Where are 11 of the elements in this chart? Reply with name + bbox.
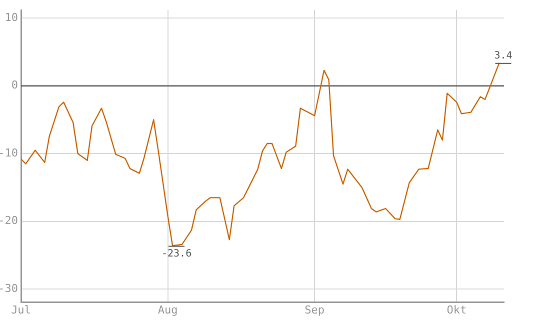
y-tick-label: -10 <box>0 146 18 160</box>
y-tick-label: -30 <box>0 282 18 295</box>
x-tick-label: Jul <box>11 303 31 316</box>
y-tick-label: -20 <box>0 214 18 228</box>
y-tick-label: 10 <box>4 10 18 24</box>
x-tick-label: Aug <box>158 303 178 316</box>
data-label: -23.6 <box>161 248 192 260</box>
x-tick-label: Okt <box>446 303 467 316</box>
y-tick-label: 0 <box>11 78 18 92</box>
data-label: 3.4 <box>494 50 512 62</box>
x-tick-label: Sep <box>304 303 325 316</box>
